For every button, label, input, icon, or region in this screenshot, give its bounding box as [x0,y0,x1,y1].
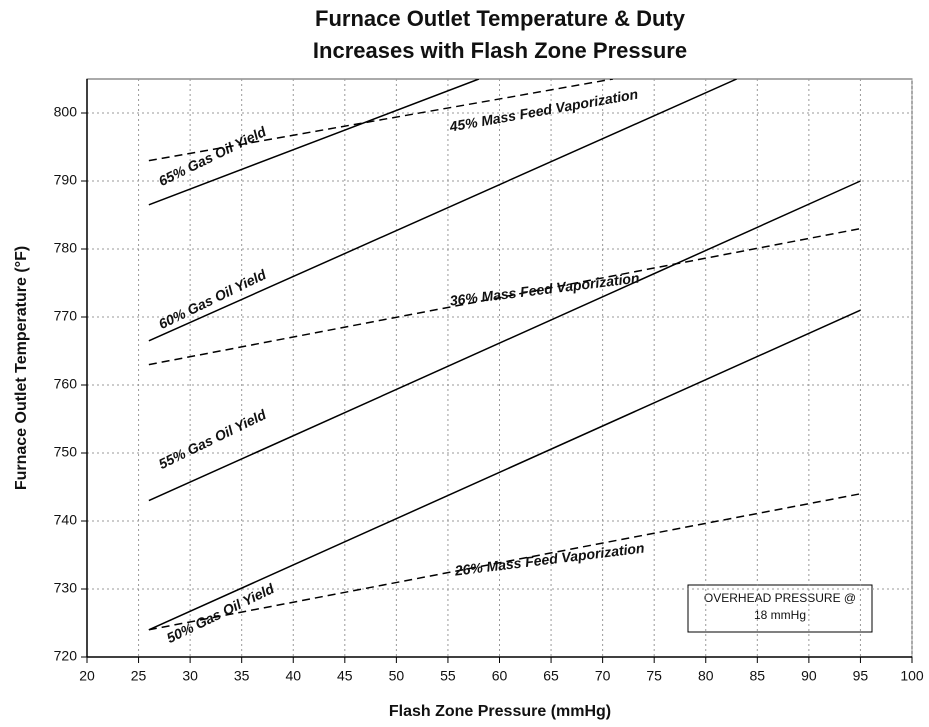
line-label: 65% Gas Oil Yield [156,123,269,189]
series-line [148,227,861,366]
series-line [148,309,861,631]
x-tick-label: 50 [389,668,405,684]
series-line [148,79,737,342]
x-tick-label: 75 [646,668,662,684]
x-tick-label: 40 [285,668,301,684]
x-tick-label: 60 [492,668,508,684]
x-tick-label: 30 [182,668,198,684]
x-tick-label: 80 [698,668,714,684]
y-tick-label: 760 [54,376,78,392]
y-axis-label: Furnace Outlet Temperature (°F) [13,246,30,490]
x-tick-label: 25 [131,668,147,684]
y-tick-label: 740 [54,512,78,528]
line-label: 50% Gas Oil Yield [164,580,277,646]
x-tick-label: 35 [234,668,250,684]
series-line [148,79,480,206]
x-tick-label: 55 [440,668,456,684]
line-label: 45% Mass Feed Vaporization [447,86,639,135]
line-label: 60% Gas Oil Yield [156,266,269,332]
x-tick-label: 70 [595,668,611,684]
line-label: 36% Mass Feed Vaporization [449,270,640,309]
chart-title: Furnace Outlet Temperature & Duty [315,6,686,31]
y-tick-label: 790 [54,172,78,188]
y-tick-label: 780 [54,240,78,256]
x-axis-label: Flash Zone Pressure (mmHg) [389,703,611,720]
series-line [148,493,861,631]
x-tick-label: 100 [900,668,924,684]
line-label: 26% Mass Feed Vaporization [453,540,645,579]
x-tick-label: 90 [801,668,817,684]
x-tick-label: 45 [337,668,353,684]
y-tick-label: 730 [54,580,78,596]
series-line [148,79,614,162]
note-box [687,584,873,633]
x-tick-label: 85 [750,668,766,684]
y-tick-label: 750 [54,444,78,460]
note-text: 18 mmHg [754,608,806,622]
y-tick-label: 720 [54,648,78,664]
y-tick-label: 800 [54,104,78,120]
chart-title: Increases with Flash Zone Pressure [313,38,687,63]
x-tick-label: 65 [543,668,559,684]
y-tick-label: 770 [54,308,78,324]
series-line [148,180,861,502]
x-tick-label: 95 [853,668,869,684]
x-tick-label: 20 [79,668,95,684]
note-text: OVERHEAD PRESSURE @ [704,591,856,605]
line-label: 55% Gas Oil Yield [156,406,269,472]
